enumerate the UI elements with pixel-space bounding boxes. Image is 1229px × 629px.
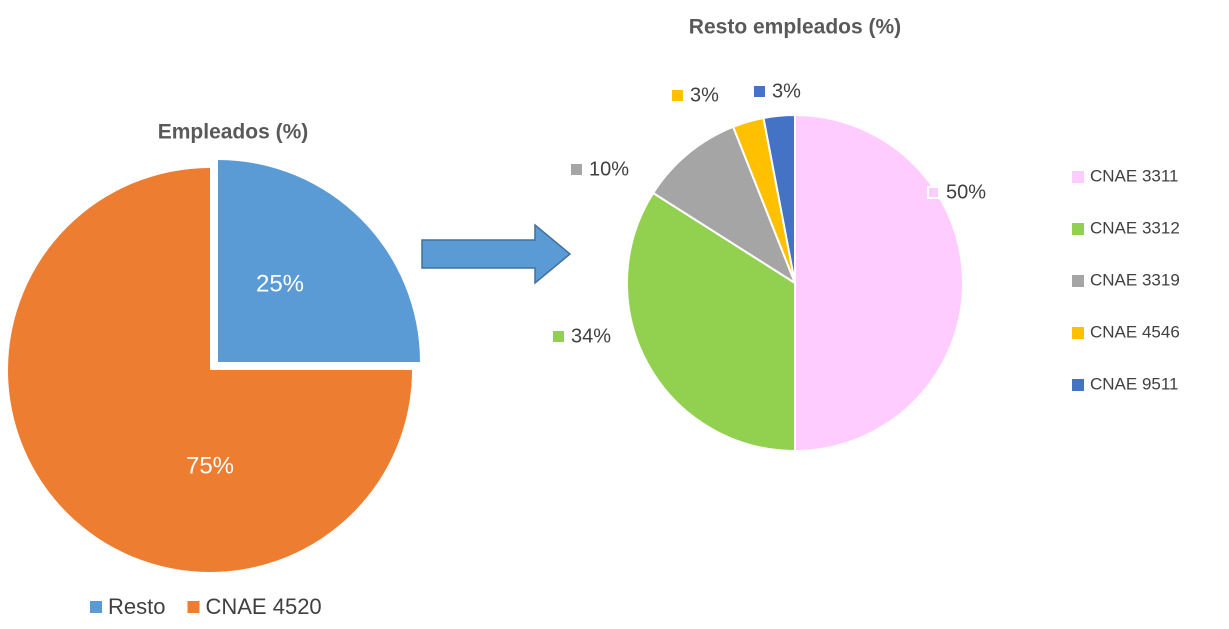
legend-key	[1072, 171, 1084, 183]
pie-slice	[762, 113, 796, 284]
legend-key	[187, 601, 200, 613]
data-label: 50%	[946, 181, 986, 203]
label-key	[553, 331, 564, 342]
data-label: 10%	[589, 158, 629, 180]
legend-label: CNAE 3311	[1090, 166, 1179, 185]
legend-label: CNAE 9511	[1090, 374, 1179, 393]
legend-label: CNAE 3312	[1090, 218, 1180, 237]
chart-title: Empleados (%)	[158, 121, 309, 144]
legend-label: Resto	[108, 594, 165, 619]
legend-key	[90, 601, 102, 613]
legend-label: CNAE 4520	[205, 594, 321, 619]
label-key	[754, 86, 765, 97]
legend-key	[1072, 223, 1084, 235]
label-key	[927, 186, 940, 199]
data-label: 3%	[772, 80, 801, 102]
legend-key	[1072, 327, 1084, 339]
legend-key	[1072, 275, 1084, 287]
data-label: 75%	[186, 452, 234, 479]
arrow	[421, 223, 572, 285]
data-label: 25%	[256, 270, 304, 297]
pie-slice	[651, 125, 798, 286]
legend-label: CNAE 4546	[1090, 322, 1180, 341]
chart-title: Resto empleados (%)	[689, 16, 901, 39]
label-key	[571, 164, 582, 175]
data-label: 34%	[571, 325, 611, 347]
legend-label: CNAE 3319	[1090, 270, 1180, 289]
legend-key	[1072, 379, 1084, 391]
label-key	[672, 90, 683, 101]
pie-slice	[218, 160, 420, 362]
pie-slice	[8, 168, 412, 572]
pie-slice	[794, 113, 964, 453]
data-label: 3%	[690, 84, 719, 106]
